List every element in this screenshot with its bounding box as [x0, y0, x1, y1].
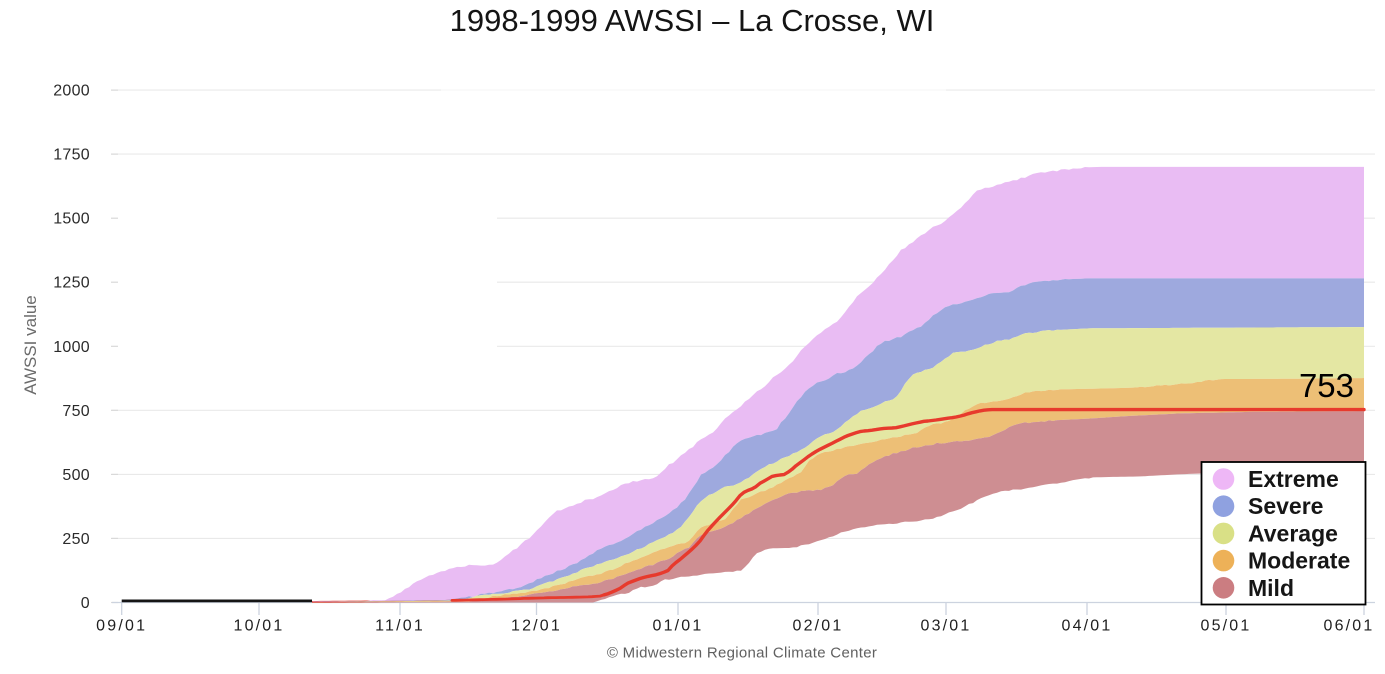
svg-text:10/01: 10/01 [233, 618, 284, 635]
svg-text:1250: 1250 [53, 275, 90, 292]
svg-text:09/01: 09/01 [96, 618, 147, 635]
svg-text:AWSSI value: AWSSI value [21, 295, 40, 395]
svg-text:Extreme: Extreme [1248, 466, 1339, 492]
svg-text:Mild: Mild [1248, 575, 1294, 601]
svg-text:Moderate: Moderate [1248, 548, 1350, 574]
svg-text:02/01: 02/01 [792, 618, 843, 635]
svg-text:750: 750 [62, 403, 90, 420]
svg-text:500: 500 [62, 467, 90, 484]
svg-text:1500: 1500 [53, 211, 90, 228]
svg-text:11/01: 11/01 [375, 618, 425, 635]
svg-text:05/01: 05/01 [1200, 618, 1251, 635]
svg-text:1000: 1000 [53, 339, 90, 356]
svg-text:0: 0 [81, 595, 90, 612]
svg-text:01/01: 01/01 [652, 618, 703, 635]
svg-text:753: 753 [1299, 367, 1354, 404]
svg-text:1998-1999 AWSSI – La Crosse, W: 1998-1999 AWSSI – La Crosse, WI [450, 3, 935, 38]
svg-text:250: 250 [62, 531, 90, 548]
svg-text:2000: 2000 [53, 83, 90, 100]
svg-text:© Midwestern Regional Climate: © Midwestern Regional Climate Center [607, 645, 877, 662]
svg-text:12/01: 12/01 [511, 618, 562, 635]
svg-text:1750: 1750 [53, 147, 90, 164]
svg-text:06/01: 06/01 [1323, 618, 1374, 635]
svg-text:03/01: 03/01 [920, 618, 971, 635]
svg-text:Severe: Severe [1248, 493, 1323, 519]
svg-text:04/01: 04/01 [1061, 618, 1112, 635]
svg-text:Average: Average [1248, 520, 1338, 546]
